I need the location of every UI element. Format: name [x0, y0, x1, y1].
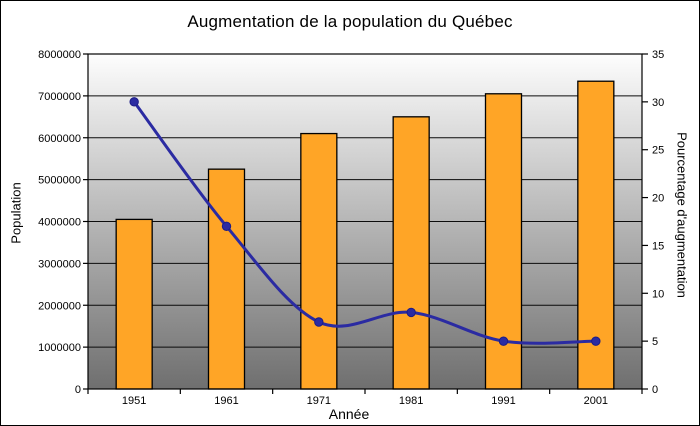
left-axis-tick-label: 1000000: [38, 342, 81, 354]
line-marker-1991: [498, 336, 509, 346]
line-marker-1961: [221, 221, 232, 231]
x-axis-tick-label: 1971: [307, 395, 331, 407]
left-axis-tick-label: 7000000: [38, 91, 81, 103]
x-axis-tick-label: 1991: [491, 395, 515, 407]
left-axis-title: Population: [8, 182, 24, 244]
x-axis-tick-label: 1981: [399, 395, 423, 407]
right-axis-tick-label: 30: [652, 97, 664, 109]
right-axis-tick-label: 0: [652, 384, 658, 396]
line-marker-1971: [314, 317, 324, 327]
left-axis-tick-label: 0: [75, 384, 81, 396]
x-axis-tick-label: 1951: [122, 395, 146, 407]
left-axis-tick-label: 5000000: [38, 175, 81, 187]
bar-1971: [300, 132, 338, 390]
line-marker-1981: [406, 307, 416, 318]
x-axis-tick-label: 1961: [214, 395, 238, 407]
chart-title: Augmentation de la population du Québec: [187, 12, 513, 31]
right-axis-title: Pourcentage d'augmentation: [674, 132, 690, 298]
bar-1981: [392, 116, 430, 390]
right-axis-tick-label: 5: [652, 336, 658, 348]
line-marker-1951: [129, 97, 139, 107]
line-marker-2001: [591, 336, 601, 346]
right-axis-tick-label: 10: [652, 288, 664, 300]
left-axis-tick-label: 8000000: [38, 49, 81, 61]
right-axis-tick-label: 25: [652, 145, 664, 157]
left-axis-tick-label: 6000000: [38, 133, 81, 145]
right-axis-tick-label: 35: [652, 49, 664, 61]
x-axis-title: Année: [328, 406, 370, 422]
left-axis-tick-label: 3000000: [38, 258, 81, 270]
left-axis-tick-label: 2000000: [38, 300, 81, 312]
x-axis-tick-label: 2001: [584, 395, 608, 407]
bar-1961: [207, 168, 246, 390]
right-axis-tick-label: 15: [652, 240, 664, 252]
left-axis-tick-label: 4000000: [38, 217, 81, 229]
bar-1951: [115, 218, 153, 390]
right-axis-tick-label: 20: [652, 193, 664, 205]
